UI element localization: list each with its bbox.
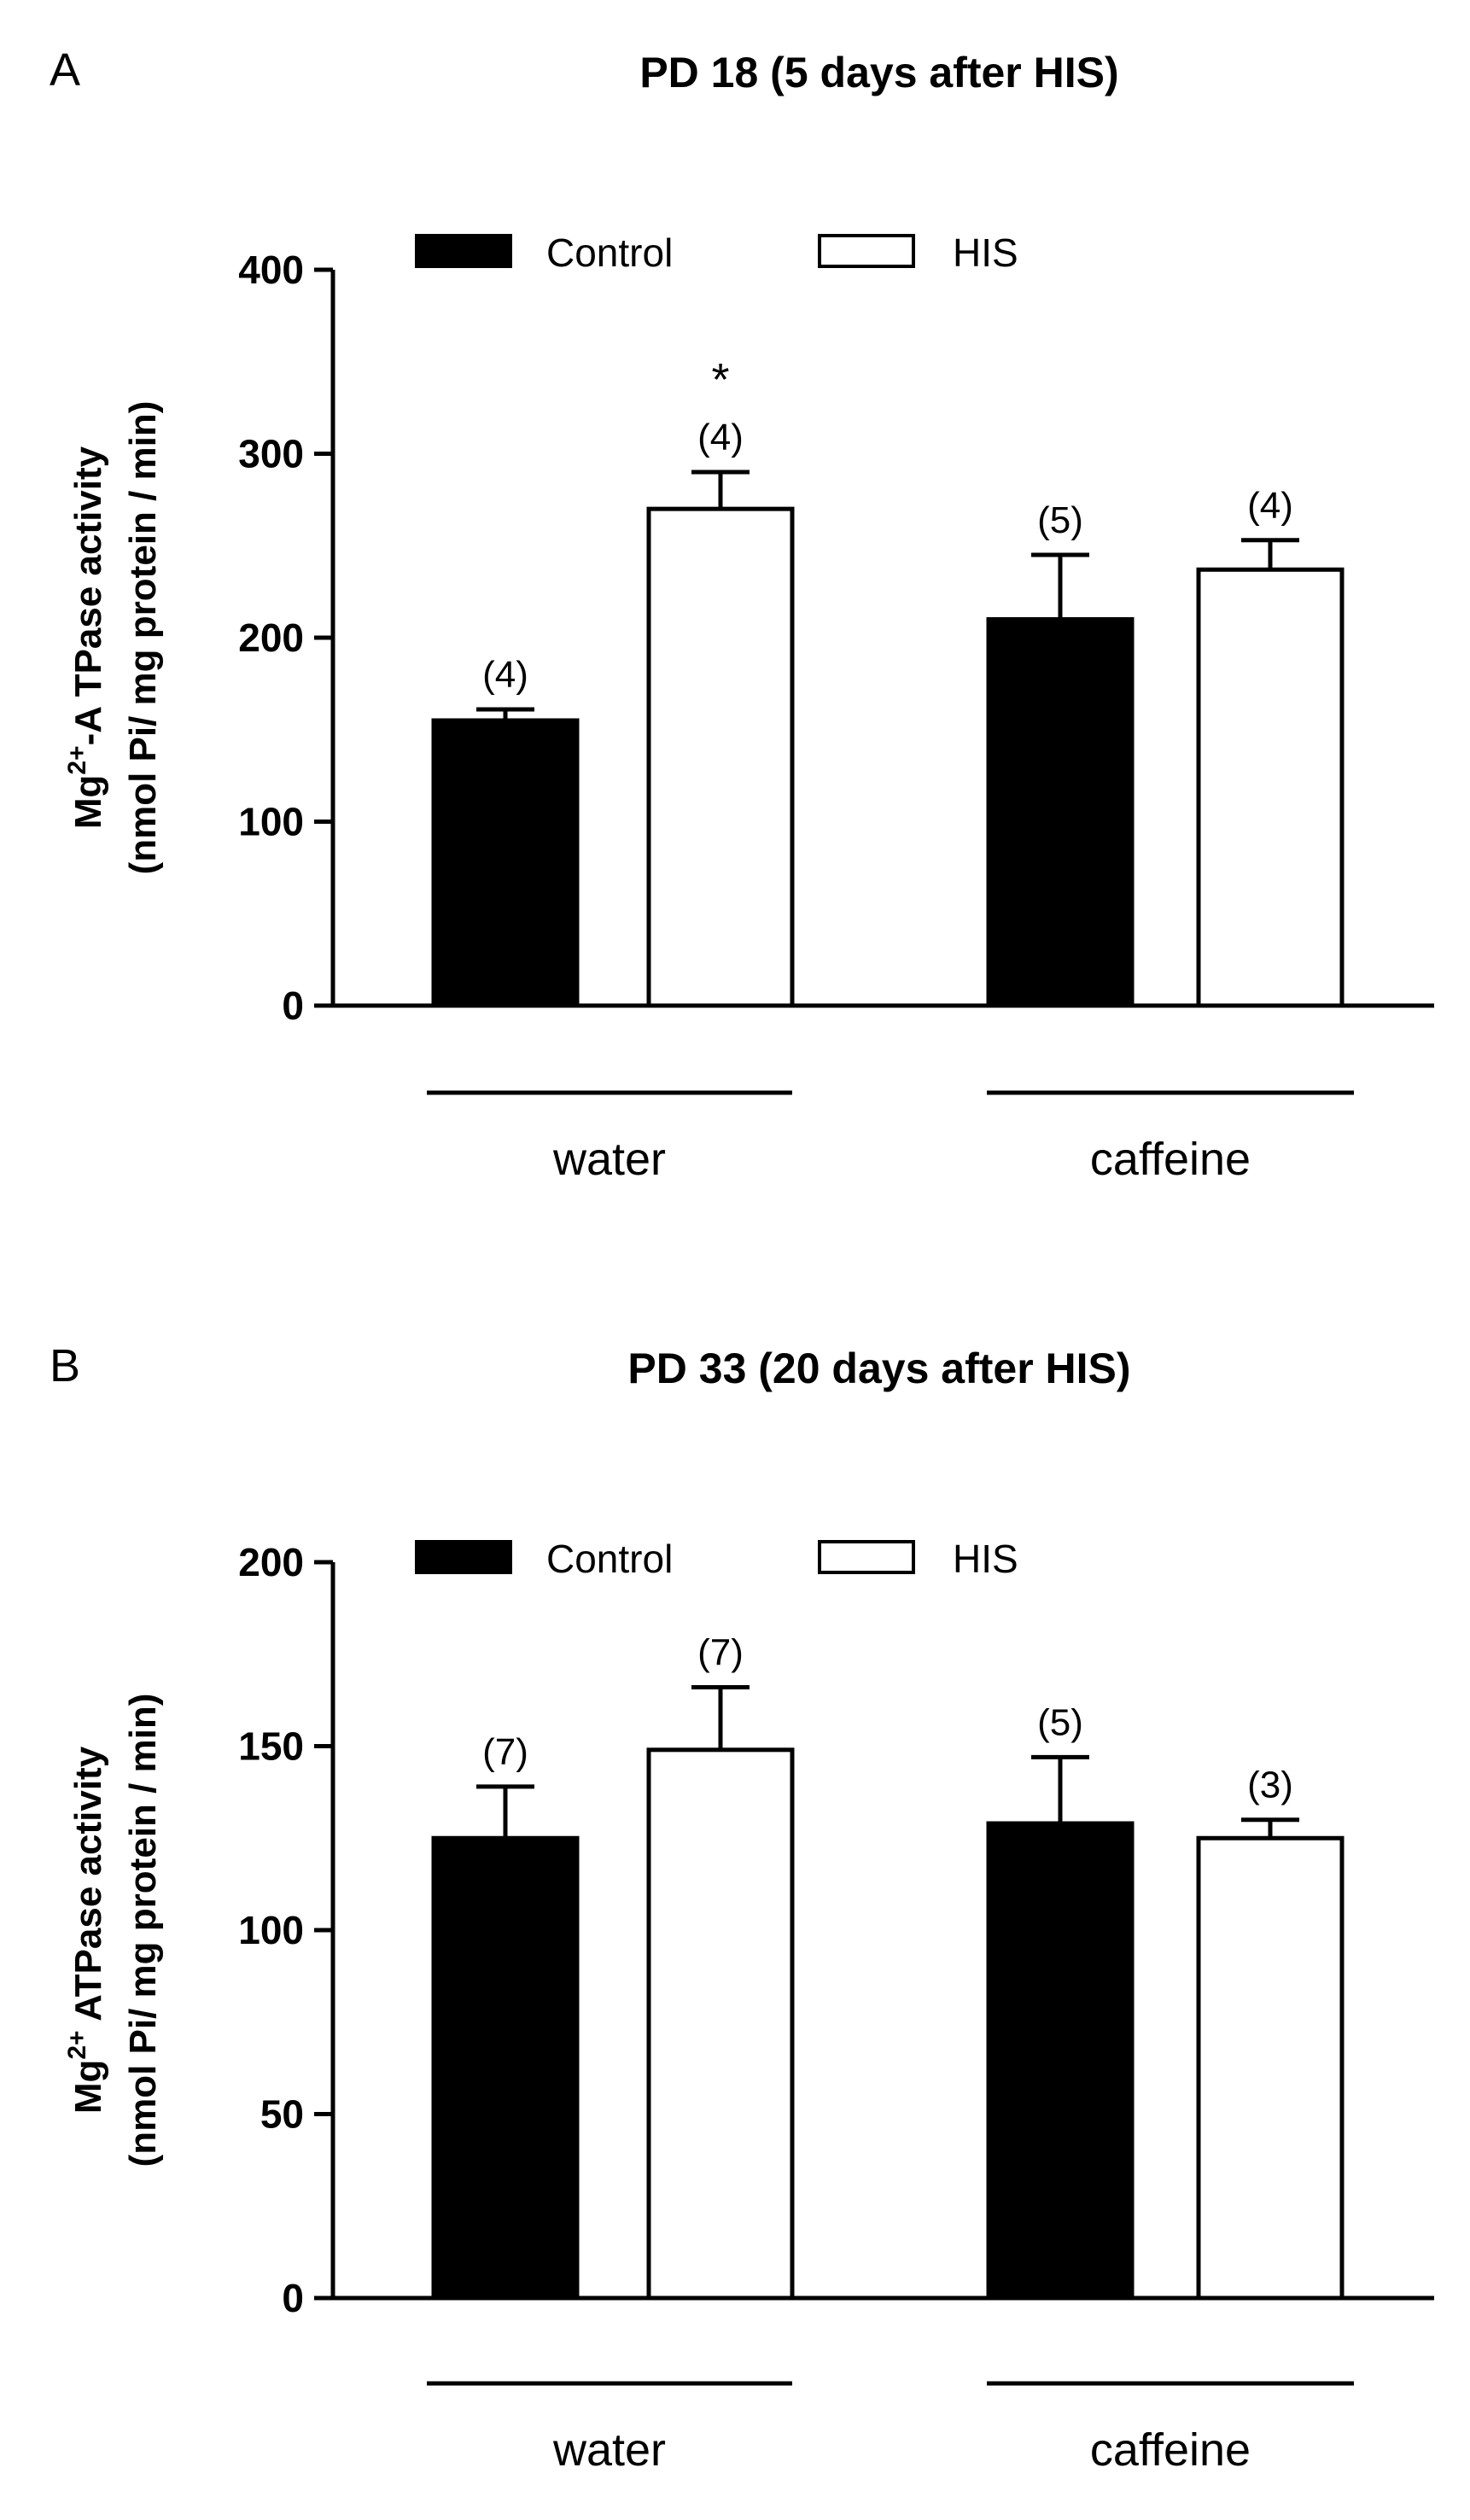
bar-control-water: [431, 1835, 580, 2301]
y-tick-label: 300: [238, 432, 304, 476]
n-label: (7): [697, 1632, 744, 1674]
legend-label-his: HIS: [953, 230, 1018, 275]
group-label-caffeine: caffeine: [1090, 1134, 1251, 1185]
y-axis-label: Mg2+-A TPase activity: [63, 446, 109, 829]
bar-control-caffeine: [986, 1821, 1135, 2301]
n-label: (4): [1247, 485, 1293, 527]
legend-swatch-his: [818, 234, 915, 268]
y-tick-label: 200: [238, 615, 304, 660]
y-tick-label: 0: [282, 2276, 304, 2320]
bar-his-caffeine: [1196, 1835, 1345, 2301]
y-axis-label-suffix: -A TPase activity: [67, 446, 109, 745]
chart-title: PD 33 (20 days after HIS): [627, 1345, 1130, 1392]
y-axis-label-prefix: Mg: [67, 2060, 109, 2115]
bar-control-caffeine: [986, 616, 1135, 1008]
legend-label-control: Control: [546, 230, 673, 275]
y-axis-label-line2: (nmol Pi/ mg protein / min): [122, 1694, 164, 2167]
panel-a: A PD 18 (5 days after HIS) Mg2+-A TPase ac…: [50, 44, 1434, 1185]
y-tick-label: 50: [260, 2092, 304, 2137]
n-label: (3): [1247, 1765, 1293, 1806]
y-axis-label-superscript: 2+: [63, 745, 91, 774]
n-label: (7): [482, 1731, 528, 1773]
group-label-water: water: [552, 2424, 666, 2476]
y-axis-label-suffix: ATPase activity: [67, 1746, 109, 2030]
significance-star: *: [711, 354, 729, 405]
y-tick-label: 400: [238, 248, 304, 292]
y-tick-label: 100: [238, 1908, 304, 1952]
legend-swatch-his: [818, 1540, 915, 1574]
y-tick-label: 100: [238, 800, 304, 844]
y-axis-label-line2: (nmol Pi/ mg protein / min): [122, 401, 164, 875]
panel-b: B PD 33 (20 days after HIS) Mg2+ ATPase ac…: [50, 1340, 1434, 2476]
legend-label-control: Control: [546, 1537, 673, 1581]
y-axis-label: Mg2+ ATPase activity: [63, 1746, 109, 2114]
legend-swatch-control: [415, 234, 512, 268]
n-label: (4): [697, 417, 744, 458]
legend-label-his: HIS: [953, 1537, 1018, 1581]
group-label-water: water: [552, 1134, 666, 1185]
n-label: (5): [1037, 1701, 1083, 1743]
bar-his-water: [646, 1747, 795, 2301]
y-tick-label: 0: [282, 983, 304, 1028]
panel-letter: B: [50, 1340, 80, 1391]
bar-control-water: [431, 718, 580, 1008]
y-axis-label-prefix: Mg: [67, 775, 109, 830]
y-tick-label: 200: [238, 1540, 304, 1584]
bar-his-water: [646, 506, 795, 1008]
legend-swatch-control: [415, 1540, 512, 1574]
y-tick-label: 150: [238, 1724, 304, 1769]
bar-his-caffeine: [1196, 567, 1345, 1008]
n-label: (5): [1037, 499, 1083, 541]
group-label-caffeine: caffeine: [1090, 2424, 1251, 2476]
panel-letter: A: [50, 44, 80, 96]
y-axis-label-superscript: 2+: [63, 2030, 91, 2059]
n-label: (4): [482, 654, 528, 696]
chart-title: PD 18 (5 days after HIS): [639, 49, 1118, 96]
